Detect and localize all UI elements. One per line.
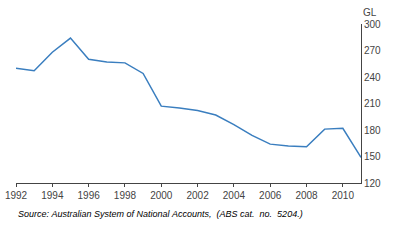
svg-text:2010: 2010 xyxy=(332,190,355,201)
svg-text:120: 120 xyxy=(364,178,381,189)
svg-text:240: 240 xyxy=(364,72,381,83)
svg-text:Source: Australian System of N: Source: Australian System of National Ac… xyxy=(18,209,303,219)
svg-text:2002: 2002 xyxy=(186,190,209,201)
svg-text:150: 150 xyxy=(364,151,381,162)
svg-text:1996: 1996 xyxy=(78,190,101,201)
svg-text:300: 300 xyxy=(364,19,381,30)
svg-text:1998: 1998 xyxy=(114,190,137,201)
svg-text:180: 180 xyxy=(364,125,381,136)
svg-text:2004: 2004 xyxy=(223,190,246,201)
svg-text:210: 210 xyxy=(364,98,381,109)
svg-text:GL: GL xyxy=(363,7,377,18)
svg-text:270: 270 xyxy=(364,45,381,56)
svg-text:1994: 1994 xyxy=(41,190,64,201)
svg-text:2006: 2006 xyxy=(259,190,282,201)
svg-text:1992: 1992 xyxy=(5,190,28,201)
svg-text:2008: 2008 xyxy=(295,190,318,201)
svg-text:2000: 2000 xyxy=(150,190,173,201)
